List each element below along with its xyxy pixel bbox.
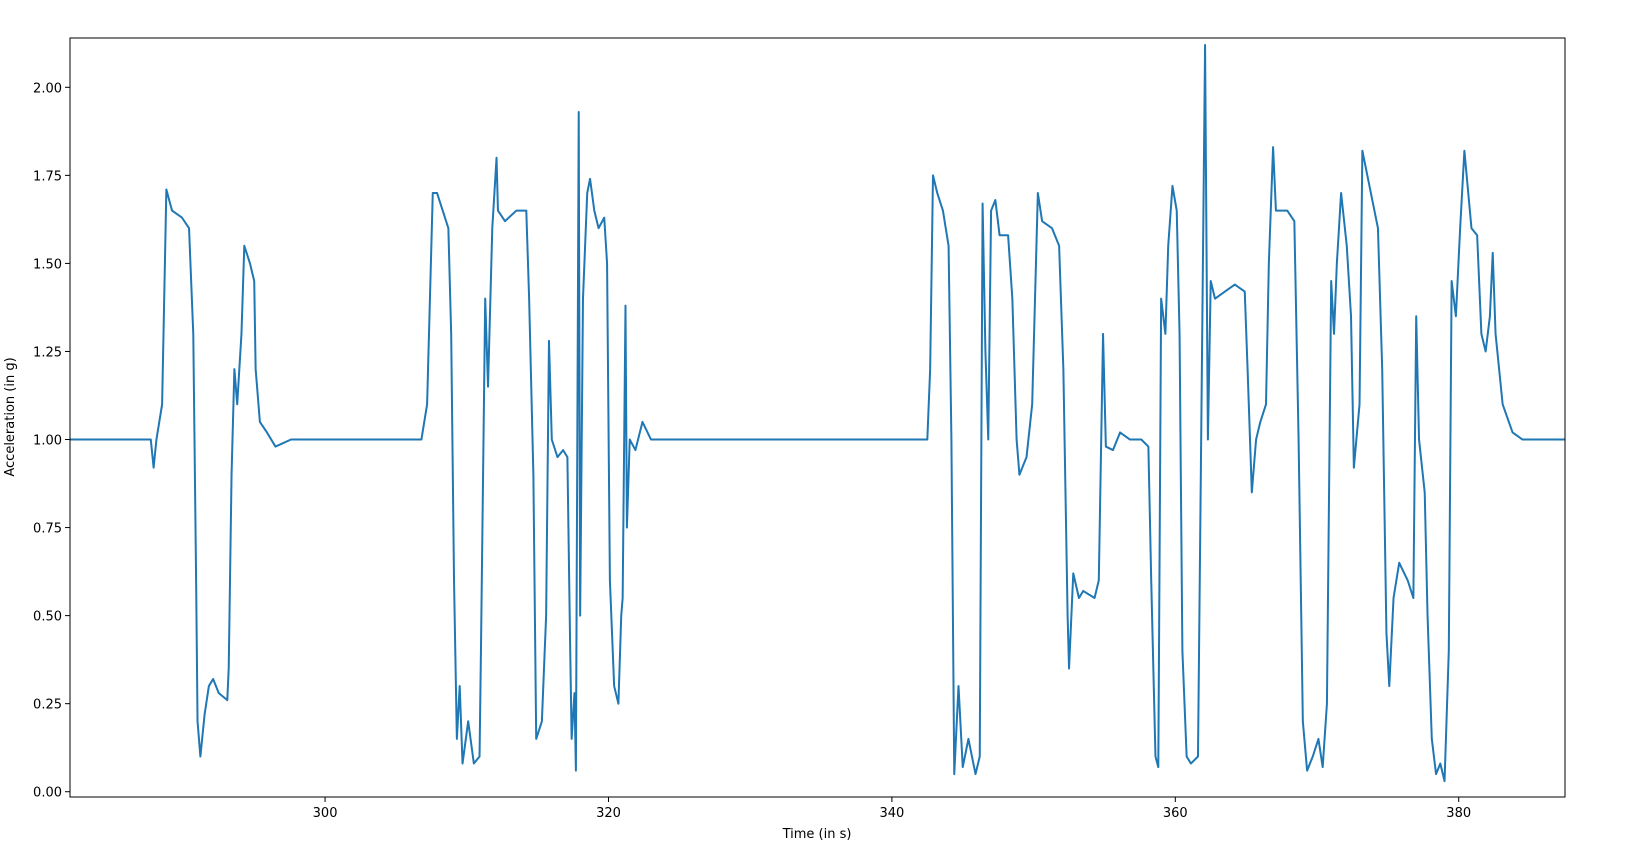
y-tick-label: 0.25 <box>33 698 62 713</box>
y-tick-label: 0.50 <box>33 610 62 625</box>
y-tick-label: 0.75 <box>33 522 62 537</box>
data-line <box>70 44 1565 783</box>
x-tick-label: 360 <box>1163 806 1188 821</box>
y-tick-label: 2.00 <box>33 81 62 96</box>
plot-frame <box>69 37 1566 798</box>
y-tick-label: 0.00 <box>33 786 62 801</box>
x-tick-label: 380 <box>1446 806 1471 821</box>
x-tick-label: 320 <box>596 806 621 821</box>
y-tick-label: 1.50 <box>33 257 62 272</box>
y-tick-label: 1.75 <box>33 169 62 184</box>
x-tick-label: 340 <box>879 806 904 821</box>
y-tick-label: 1.00 <box>33 434 62 449</box>
y-tick-label: 1.25 <box>33 345 62 360</box>
x-axis-label: Time (in s) <box>782 827 852 842</box>
x-tick-label: 300 <box>313 806 338 821</box>
y-axis-label: Acceleration (in g) <box>3 357 18 476</box>
